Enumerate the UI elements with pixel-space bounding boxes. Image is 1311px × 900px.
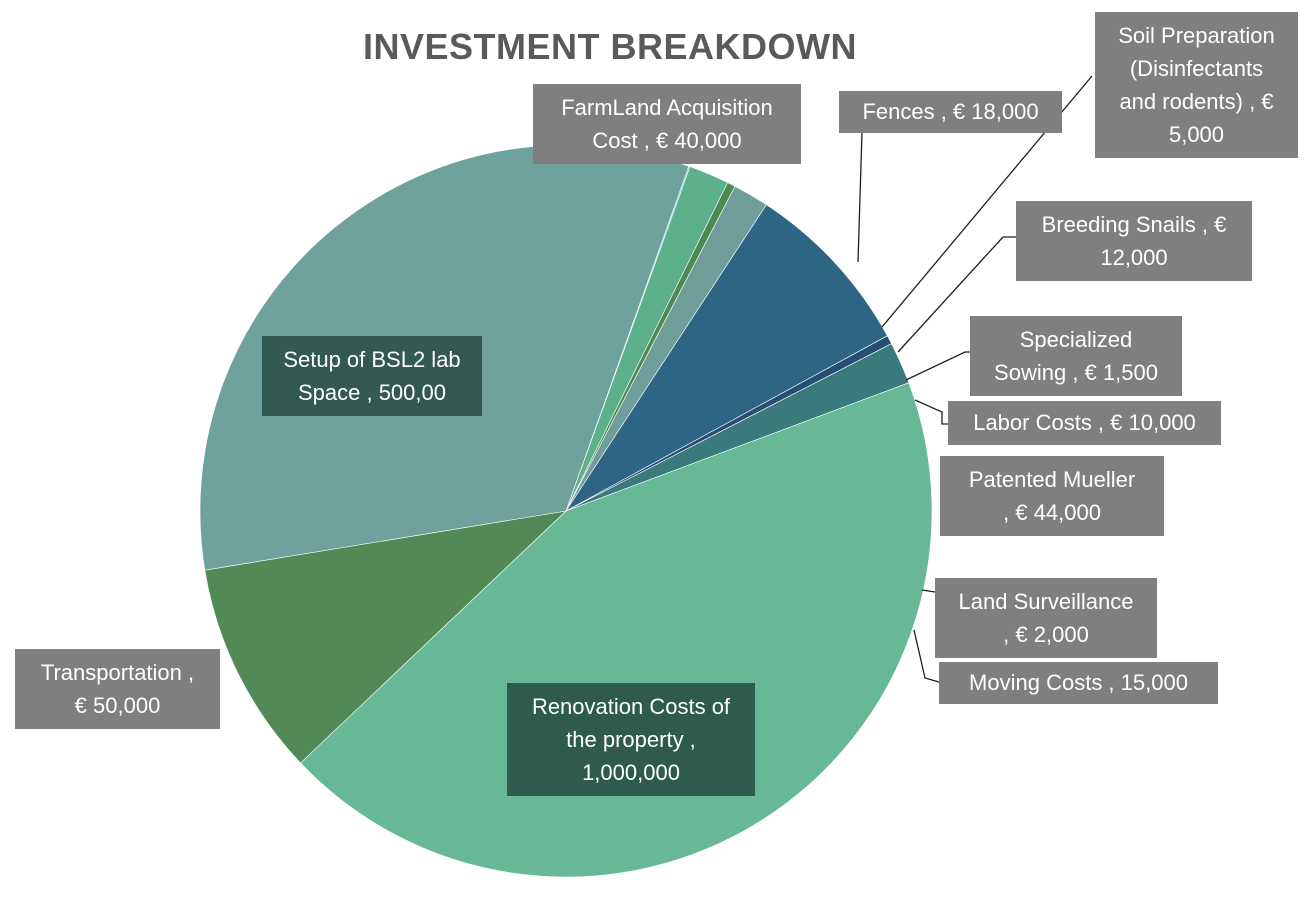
leader-line-labor [914,399,948,425]
leader-line-moving [913,629,940,683]
pie-slice-9 [300,382,933,878]
label-fences: Fences , € 18,000 [839,91,1062,133]
pie-slice-10 [204,510,567,764]
leader-line-fences [857,131,863,263]
chart-title: INVESTMENT BREAKDOWN [363,26,857,67]
leader-line-sowing [905,351,970,381]
leader-line-breeding [897,236,1016,353]
label-mueller: Patented Mueller , € 44,000 [940,456,1164,536]
label-moving: Moving Costs , 15,000 [939,662,1218,704]
label-renovation: Renovation Costs of the property , 1,000… [507,683,755,796]
label-soil: Soil Preparation (Disinfectants and rode… [1095,12,1298,158]
label-lab: Setup of BSL2 lab Space , 500,00 [262,336,482,416]
label-transportation: Transportation , € 50,000 [15,649,220,729]
label-breeding: Breeding Snails , € 12,000 [1016,201,1252,281]
label-surveillance: Land Surveillance , € 2,000 [935,578,1157,658]
label-farmland: FarmLand Acquisition Cost , € 40,000 [533,84,801,164]
leader-line-surveillance [921,589,936,593]
label-sowing: Specialized Sowing , € 1,500 [970,316,1182,396]
label-labor: Labor Costs , € 10,000 [948,401,1221,445]
